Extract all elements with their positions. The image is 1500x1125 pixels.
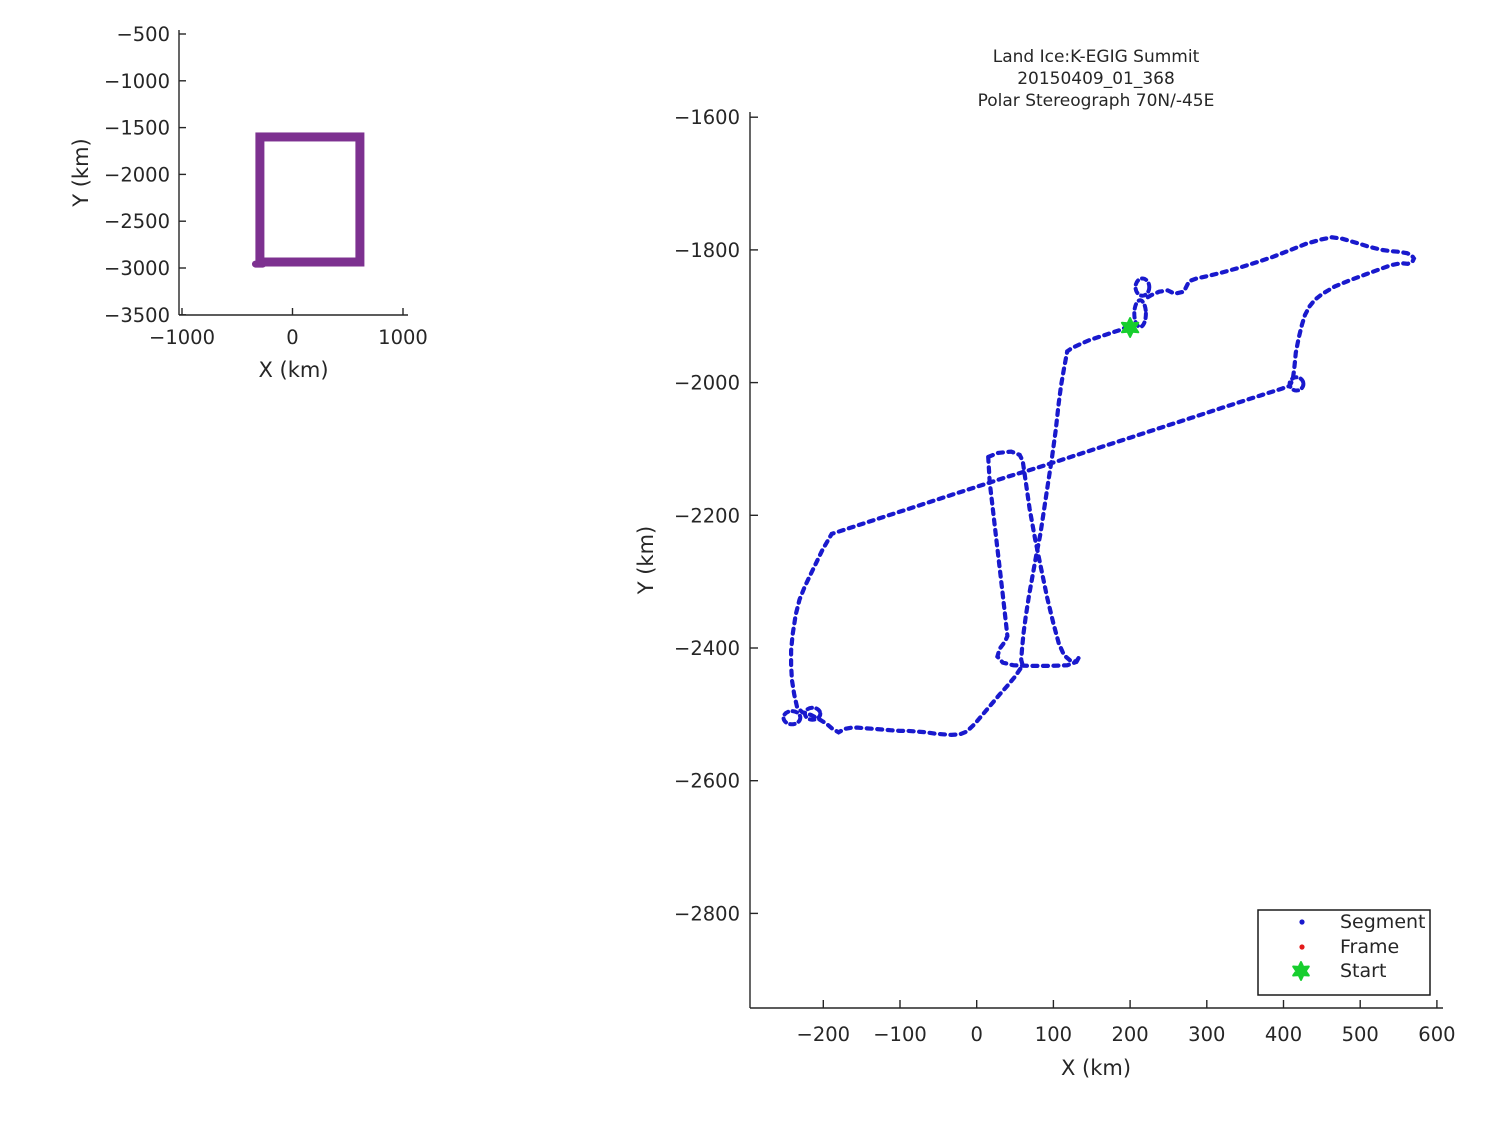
inset-y-axis-label: Y (km) (69, 138, 93, 208)
legend-segment-dot-icon (1299, 919, 1305, 925)
flight-path-loop (802, 705, 823, 722)
main-plot-title-line: Polar Stereograph 70N/-45E (978, 91, 1215, 111)
flight-path-loop (781, 709, 803, 727)
inset-y-tick-label: −3500 (104, 304, 170, 327)
main-y-tick-label: −2000 (674, 372, 740, 395)
inset-flight-extent-outline (255, 132, 365, 267)
main-x-tick-label: 200 (1111, 1023, 1148, 1046)
flight-path-loop (1133, 276, 1152, 298)
inset-y-tick-label: −1000 (104, 70, 170, 93)
main-x-tick-label: −100 (873, 1023, 927, 1046)
inset-y-tick-label: −2500 (104, 210, 170, 233)
flight-path (781, 235, 1417, 738)
legend-start-hexagram-icon (1292, 961, 1310, 981)
inset-y-tick-label: −500 (116, 23, 170, 46)
inset-x-tick-label: −1000 (149, 326, 215, 349)
main-x-tick-label: −200 (797, 1023, 851, 1046)
legend-frame-dot-icon (1299, 944, 1305, 950)
main-y-tick-label: −1600 (674, 106, 740, 129)
inset-y-tick-label: −3000 (104, 257, 170, 280)
flight-path-loop (1287, 375, 1306, 393)
main-x-tick-label: 300 (1188, 1023, 1225, 1046)
legend-item-label: Start (1340, 960, 1386, 982)
inset-y-tick-label: −2000 (104, 163, 170, 186)
main-y-tick-label: −2400 (674, 637, 740, 660)
main-x-tick-label: 0 (970, 1023, 982, 1046)
main-x-tick-label: 600 (1418, 1023, 1455, 1046)
legend-box (1257, 909, 1431, 996)
main-x-tick-label: 400 (1265, 1023, 1302, 1046)
inset-x-axis-label: X (km) (258, 358, 328, 382)
main-y-tick-label: −1800 (674, 239, 740, 262)
main-plot-title-line: Land Ice:K-EGIG Summit (993, 47, 1200, 67)
flight-path-segment (986, 449, 1082, 669)
main-x-tick-label: 500 (1342, 1023, 1379, 1046)
main-y-axis-label: Y (km) (634, 526, 658, 596)
start-marker-icon (1120, 317, 1140, 338)
main-y-tick-label: −2800 (674, 902, 740, 925)
main-plot-title-line: 20150409_01_368 (1017, 69, 1175, 89)
inset-x-tick-label: 0 (286, 326, 298, 349)
main-x-tick-label: 100 (1035, 1023, 1072, 1046)
main-y-tick-label: −2600 (674, 770, 740, 793)
inset-x-tick-label: 1000 (378, 326, 428, 349)
legend-item-label: Segment (1340, 911, 1426, 933)
flight-path-segment (788, 235, 1417, 738)
inset-plot: −500−1000−1500−2000−2500−3000−3500−1000 0… (69, 23, 428, 382)
main-plot: Land Ice:K-EGIG Summit20150409_01_368Pol… (634, 47, 1456, 1080)
flight-path-loop (1132, 298, 1148, 329)
legend-item-label: Frame (1340, 936, 1399, 958)
main-y-tick-label: −2200 (674, 504, 740, 527)
main-x-axis-label: X (km) (1061, 1056, 1131, 1080)
inset-y-tick-label: −1500 (104, 117, 170, 140)
